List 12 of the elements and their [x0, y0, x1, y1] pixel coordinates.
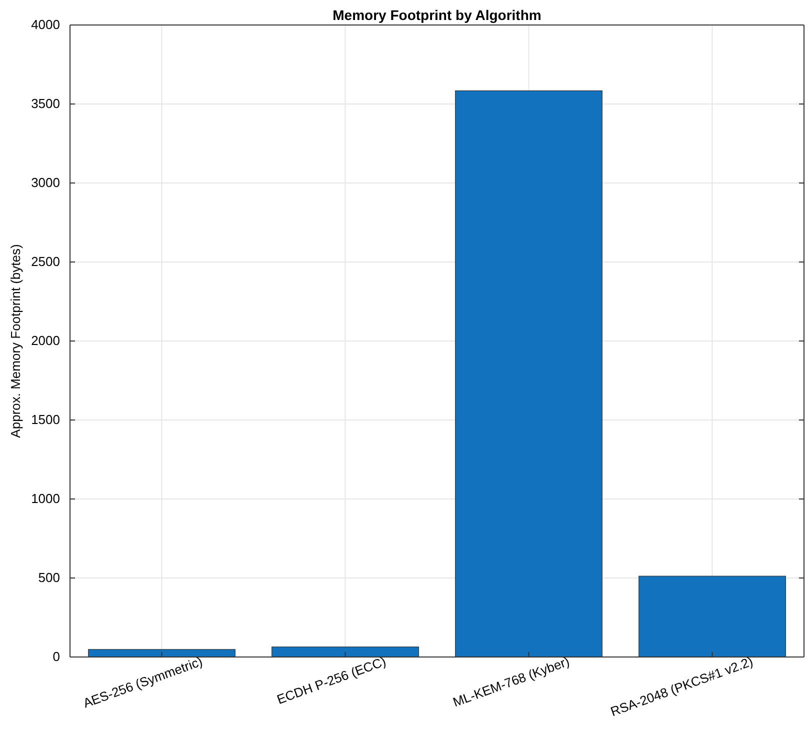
- y-tick-label: 500: [38, 570, 60, 586]
- y-tick-label: 3000: [31, 175, 60, 190]
- chart-title: Memory Footprint by Algorithm: [332, 7, 542, 23]
- y-tick-label: 3500: [31, 96, 60, 112]
- x-tick-label: ECDH P-256 (ECC): [274, 654, 388, 708]
- y-tick-label: 2000: [31, 333, 60, 348]
- y-tick-label: 4000: [31, 17, 60, 32]
- y-tick-label: 0: [52, 649, 60, 664]
- y-axis-title: Approx. Memory Footprint (bytes): [8, 244, 23, 438]
- y-tick-label: 2500: [31, 254, 60, 270]
- y-tick-label: 1500: [31, 412, 60, 428]
- y-tick-label: 1000: [31, 491, 60, 506]
